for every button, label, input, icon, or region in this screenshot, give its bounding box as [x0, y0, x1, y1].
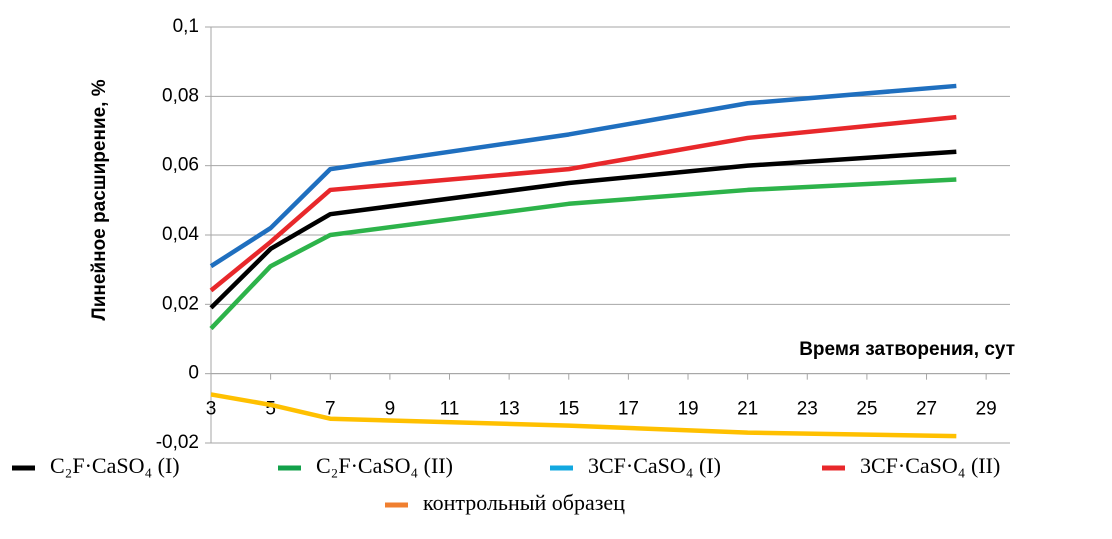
y-tick-label: 0,08	[162, 85, 199, 106]
x-tick-label: 17	[618, 399, 639, 420]
x-tick-label: 9	[385, 399, 396, 420]
legend-label: C₂F·CaSO₄ (I)	[50, 453, 180, 478]
x-tick-label: 7	[325, 399, 336, 420]
x-tick-label: 13	[499, 399, 520, 420]
x-tick-label: 23	[797, 399, 818, 420]
x-tick-label: 25	[856, 399, 877, 420]
series-line	[209, 83, 957, 269]
x-tick-label: 27	[916, 399, 937, 420]
x-tick-label: 3	[206, 399, 217, 420]
x-axis-label: Время затворения, сут	[799, 339, 1015, 360]
y-tick-label: 0,1	[173, 16, 199, 37]
series-line	[209, 114, 957, 293]
series-line	[209, 149, 957, 310]
series-line	[209, 177, 957, 331]
x-tick-label: 19	[677, 399, 698, 420]
y-tick-label: 0	[188, 363, 199, 384]
legend-label: 3CF·CaSO₄ (I)	[588, 453, 721, 478]
legend-label: 3CF·CaSO₄ (II)	[860, 453, 1000, 478]
y-tick-label: -0,02	[156, 432, 199, 453]
legend-label: контрольный образец	[423, 490, 625, 515]
y-axis-label: Линейное расширение, %	[89, 79, 110, 320]
y-tick-label: 0,02	[162, 293, 199, 314]
legend-label: C₂F·CaSO₄ (II)	[316, 453, 453, 478]
x-tick-label: 21	[737, 399, 758, 420]
x-tick-label: 5	[265, 399, 276, 420]
series-line	[210, 392, 957, 439]
y-tick-label: 0,06	[162, 155, 199, 176]
x-tick-label: 11	[440, 399, 460, 420]
y-tick-label: 0,04	[162, 224, 199, 245]
x-tick-label: 29	[976, 399, 997, 420]
x-tick-label: 15	[558, 399, 579, 420]
